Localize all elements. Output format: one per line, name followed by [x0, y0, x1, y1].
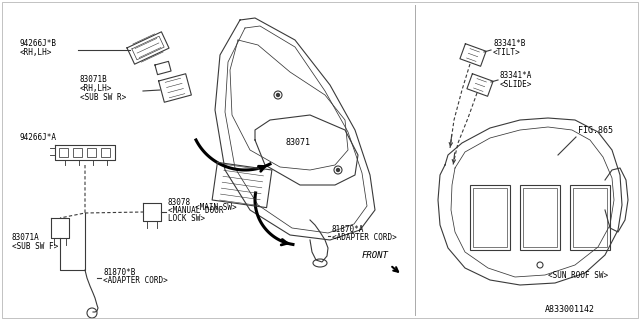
Circle shape [337, 169, 339, 172]
Text: <SUB SW F>: <SUB SW F> [12, 242, 58, 251]
Text: <MANUAL DOOR: <MANUAL DOOR [168, 206, 223, 215]
Text: 94266J*A: 94266J*A [20, 133, 57, 142]
Text: 83071: 83071 [285, 138, 310, 147]
Text: 81870*B: 81870*B [103, 268, 136, 277]
Text: <SLIDE>: <SLIDE> [500, 80, 532, 89]
Text: 94266J*B: 94266J*B [20, 39, 57, 48]
Text: 83071B: 83071B [80, 75, 108, 84]
Bar [570, 185, 610, 250]
Text: <SUB SW R>: <SUB SW R> [80, 93, 126, 102]
Text: 83341*B: 83341*B [493, 39, 525, 48]
Text: <ADAPTER CORD>: <ADAPTER CORD> [332, 233, 397, 242]
Text: LOCK SW>: LOCK SW> [168, 214, 205, 223]
Text: <RH,LH>: <RH,LH> [80, 84, 113, 93]
Text: A833001142: A833001142 [545, 305, 595, 314]
Text: <SUN ROOF SW>: <SUN ROOF SW> [548, 271, 608, 280]
Bar [523, 188, 557, 247]
Text: 81870*A: 81870*A [332, 225, 364, 234]
Text: 83078: 83078 [168, 198, 191, 207]
Text: FRONT: FRONT [362, 251, 389, 260]
Text: <ADAPTER CORD>: <ADAPTER CORD> [103, 276, 168, 285]
Bar [101, 148, 110, 157]
Circle shape [276, 93, 280, 97]
Bar [470, 185, 510, 250]
Text: <RH,LH>: <RH,LH> [20, 48, 52, 57]
Bar [87, 148, 96, 157]
Bar [473, 188, 507, 247]
Text: <TILT>: <TILT> [493, 48, 521, 57]
Text: 83071A: 83071A [12, 233, 40, 242]
Bar [520, 185, 560, 250]
Text: <MAIN SW>: <MAIN SW> [195, 203, 237, 212]
Bar [73, 148, 82, 157]
Text: FIG.865: FIG.865 [578, 126, 613, 135]
Bar [573, 188, 607, 247]
Bar [59, 148, 68, 157]
Text: 83341*A: 83341*A [500, 71, 532, 80]
